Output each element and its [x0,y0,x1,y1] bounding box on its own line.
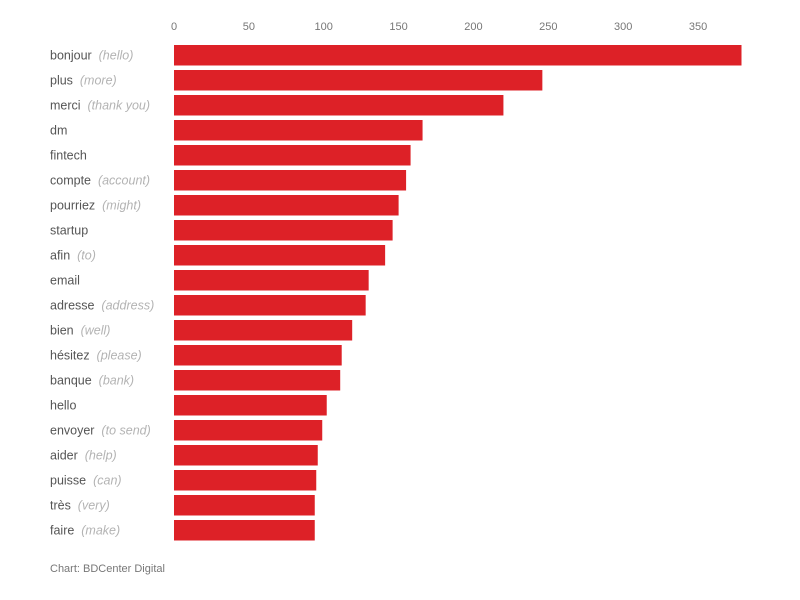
category-label-plus: plus (more) [50,74,117,88]
category-labels: bonjour (hello) plus (more) merci (thank y… [50,49,154,538]
bar-faire [174,520,315,541]
category-label-hésitez: hésitez (please) [50,349,142,363]
category-label-aider: aider (help) [50,449,117,463]
category-label-pourriez: pourriez (might) [50,199,141,213]
bar-bonjour [174,45,742,66]
x-tick-label-350: 350 [689,21,707,33]
category-label-bonjour: bonjour (hello) [50,49,133,63]
bar-puisse [174,470,317,491]
category-label-dm: dm [50,124,67,138]
bar-dm [174,120,423,141]
category-label-adresse: adresse (address) [50,299,154,313]
x-tick-label-300: 300 [614,21,632,33]
category-label-puisse: puisse (can) [50,474,122,488]
bar-fintech [174,145,411,166]
x-tick-label-0: 0 [171,21,177,33]
x-tick-label-200: 200 [464,21,482,33]
bar-merci [174,95,504,116]
bar-hello [174,395,327,416]
bar-email [174,270,369,291]
bar-afin [174,245,386,266]
bar-compte [174,170,407,191]
category-label-hello: hello [50,399,76,413]
bar-aider [174,445,318,466]
category-label-fintech: fintech [50,149,87,163]
bar-startup [174,220,393,241]
bar-pourriez [174,195,399,216]
category-label-afin: afin (to) [50,249,96,263]
bar-plus [174,70,543,91]
x-tick-label-150: 150 [389,21,407,33]
x-tick-label-100: 100 [315,21,333,33]
category-label-banque: banque (bank) [50,374,134,388]
category-label-faire: faire (make) [50,524,120,538]
category-label-envoyer: envoyer (to send) [50,424,151,438]
x-axis-ticks: 0 50 100 150 200 250 300 350 [171,21,707,33]
bar-bien [174,320,353,341]
x-tick-label-50: 50 [243,21,255,33]
x-tick-label-250: 250 [539,21,557,33]
bar-banque [174,370,341,391]
bar-très [174,495,315,516]
category-label-très: très (very) [50,499,110,513]
category-label-compte: compte (account) [50,174,150,188]
bar-hésitez [174,345,342,366]
bars [174,45,742,541]
category-label-merci: merci (thank you) [50,99,150,113]
category-label-startup: startup [50,224,88,238]
category-label-bien: bien (well) [50,324,110,338]
chart-source: Chart: BDCenter Digital [50,563,165,575]
bar-adresse [174,295,366,316]
bar-envoyer [174,420,323,441]
category-label-email: email [50,274,80,288]
